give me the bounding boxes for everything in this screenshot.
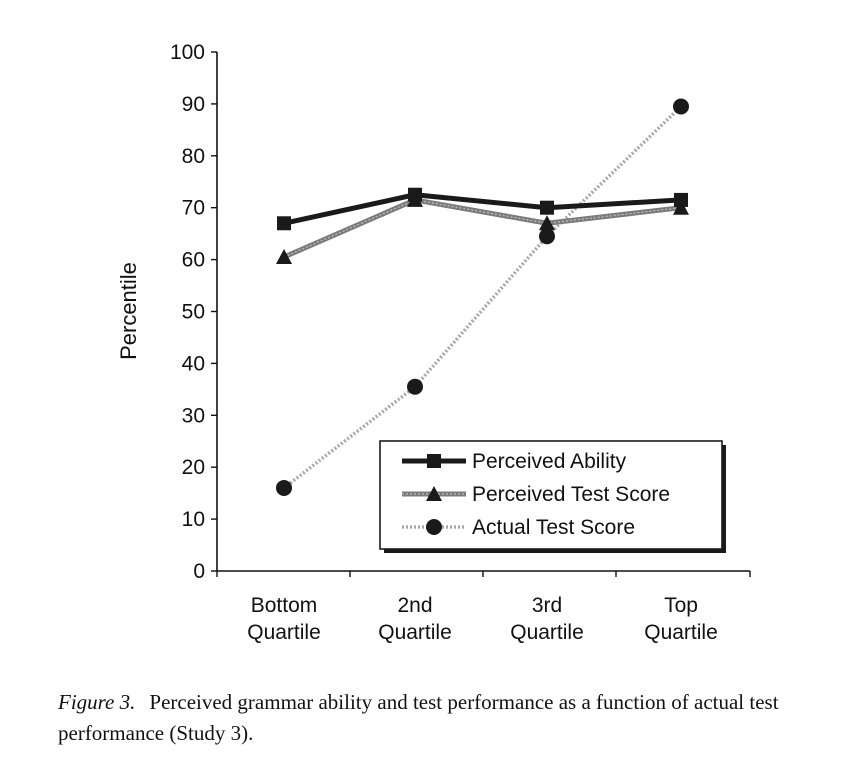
y-tick-label: 50 (182, 301, 205, 324)
x-tick-label-line2: Quartile (644, 621, 718, 644)
y-tick-label: 70 (182, 197, 205, 220)
figure-caption: Figure 3. Perceived grammar ability and t… (58, 687, 848, 749)
y-tick-label: 0 (193, 560, 205, 583)
y-tick-label: 20 (182, 456, 205, 479)
series-line (283, 192, 682, 226)
caption-label: Figure 3. (58, 690, 136, 714)
data-point (408, 187, 422, 202)
data-point (673, 98, 689, 115)
y-tick-label: 90 (182, 93, 205, 116)
caption-text: Perceived grammar ability and test perfo… (58, 690, 779, 745)
y-axis: 0 10 20 30 40 50 60 70 80 90 100 (170, 41, 218, 583)
x-axis: Bottom Quartile 2nd Quartile 3rd Quartile Top Q… (216, 570, 751, 644)
legend-marker (426, 486, 442, 501)
x-tick-label-line2: Quartile (510, 621, 584, 644)
x-tick-label-line2: Quartile (378, 621, 452, 644)
legend-label: Perceived Ability (472, 450, 627, 473)
data-point (276, 249, 292, 265)
data-point (540, 200, 554, 215)
x-tick-label-line1: Bottom (251, 594, 318, 617)
data-point (674, 192, 688, 207)
data-point (539, 215, 555, 231)
y-axis-title: Percentile (116, 262, 141, 360)
x-tick-label-line2: Quartile (247, 621, 321, 644)
data-point (407, 378, 423, 395)
y-tick-label: 40 (182, 352, 205, 375)
legend-label: Perceived Test Score (472, 483, 670, 506)
legend-label: Actual Test Score (472, 516, 635, 539)
legend-marker (426, 519, 442, 535)
data-point (277, 216, 291, 231)
x-tick-label: Top Quartile (644, 594, 718, 644)
x-tick-label: 3rd Quartile (510, 594, 584, 644)
legend: Perceived Ability Perceived Test Score Act… (379, 440, 726, 553)
x-tick-label: Bottom Quartile (247, 594, 321, 644)
legend-marker (427, 454, 441, 468)
data-point (673, 199, 689, 215)
series-perceived-test-score (276, 191, 689, 265)
y-tick-label: 100 (170, 41, 205, 64)
x-tick-label-line1: Top (664, 594, 698, 617)
y-tick-label: 80 (182, 145, 205, 168)
series-actual-test-score (276, 98, 689, 496)
series-perceived-ability (277, 187, 688, 231)
series-line-texture (283, 199, 682, 258)
y-tick-label: 30 (182, 404, 205, 427)
series-layer (276, 98, 689, 496)
series-line (282, 105, 683, 490)
y-tick-label: 10 (182, 508, 205, 531)
data-point (539, 228, 555, 245)
x-tick-label-line1: 2nd (397, 594, 432, 617)
y-tick-label: 60 (182, 249, 205, 272)
data-point (276, 479, 292, 496)
x-tick-label: 2nd Quartile (378, 594, 452, 644)
x-tick-label-line1: 3rd (532, 594, 562, 617)
